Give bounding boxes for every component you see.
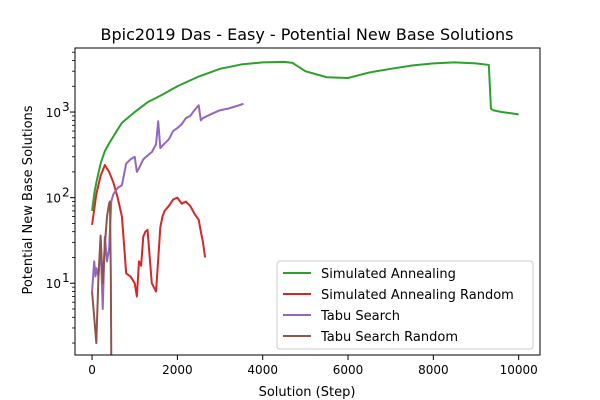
y-axis-label: Potential New Base Solutions [21, 105, 36, 294]
legend-entry: Tabu Search [320, 309, 400, 324]
y-tick-label: 10 [46, 106, 61, 120]
legend-entry: Simulated Annealing [321, 267, 456, 282]
x-tick-label: 6000 [333, 363, 364, 377]
x-tick-label: 2000 [162, 363, 193, 377]
y-tick-exponent: 2 [62, 186, 70, 200]
legend: Simulated Annealing Simulated Annealing R… [276, 260, 534, 350]
x-tick-label: 8000 [418, 363, 449, 377]
series-line-2 [91, 164, 207, 298]
y-tick-exponent: 3 [62, 100, 70, 114]
y-tick-label: 10 [46, 277, 61, 291]
x-tick-label: 4000 [247, 363, 278, 377]
legend-entry: Tabu Search Random [320, 330, 458, 345]
plot-lines [91, 60, 519, 355]
x-tick-label: 10000 [500, 363, 538, 377]
legend-entry: Simulated Annealing Random [321, 288, 514, 303]
y-tick-label: 10 [46, 192, 61, 206]
x-axis-ticks: 0 2000 4000 6000 8000 10000 [88, 355, 538, 377]
chart-title: Bpic2019 Das - Easy - Potential New Base… [101, 25, 514, 44]
x-axis-label: Solution (Step) [259, 385, 356, 400]
y-tick-exponent: 1 [62, 271, 70, 285]
x-tick-label: 0 [88, 363, 96, 377]
series-line-4 [91, 200, 113, 355]
series-line-1 [91, 60, 519, 212]
legend-box [276, 260, 534, 350]
